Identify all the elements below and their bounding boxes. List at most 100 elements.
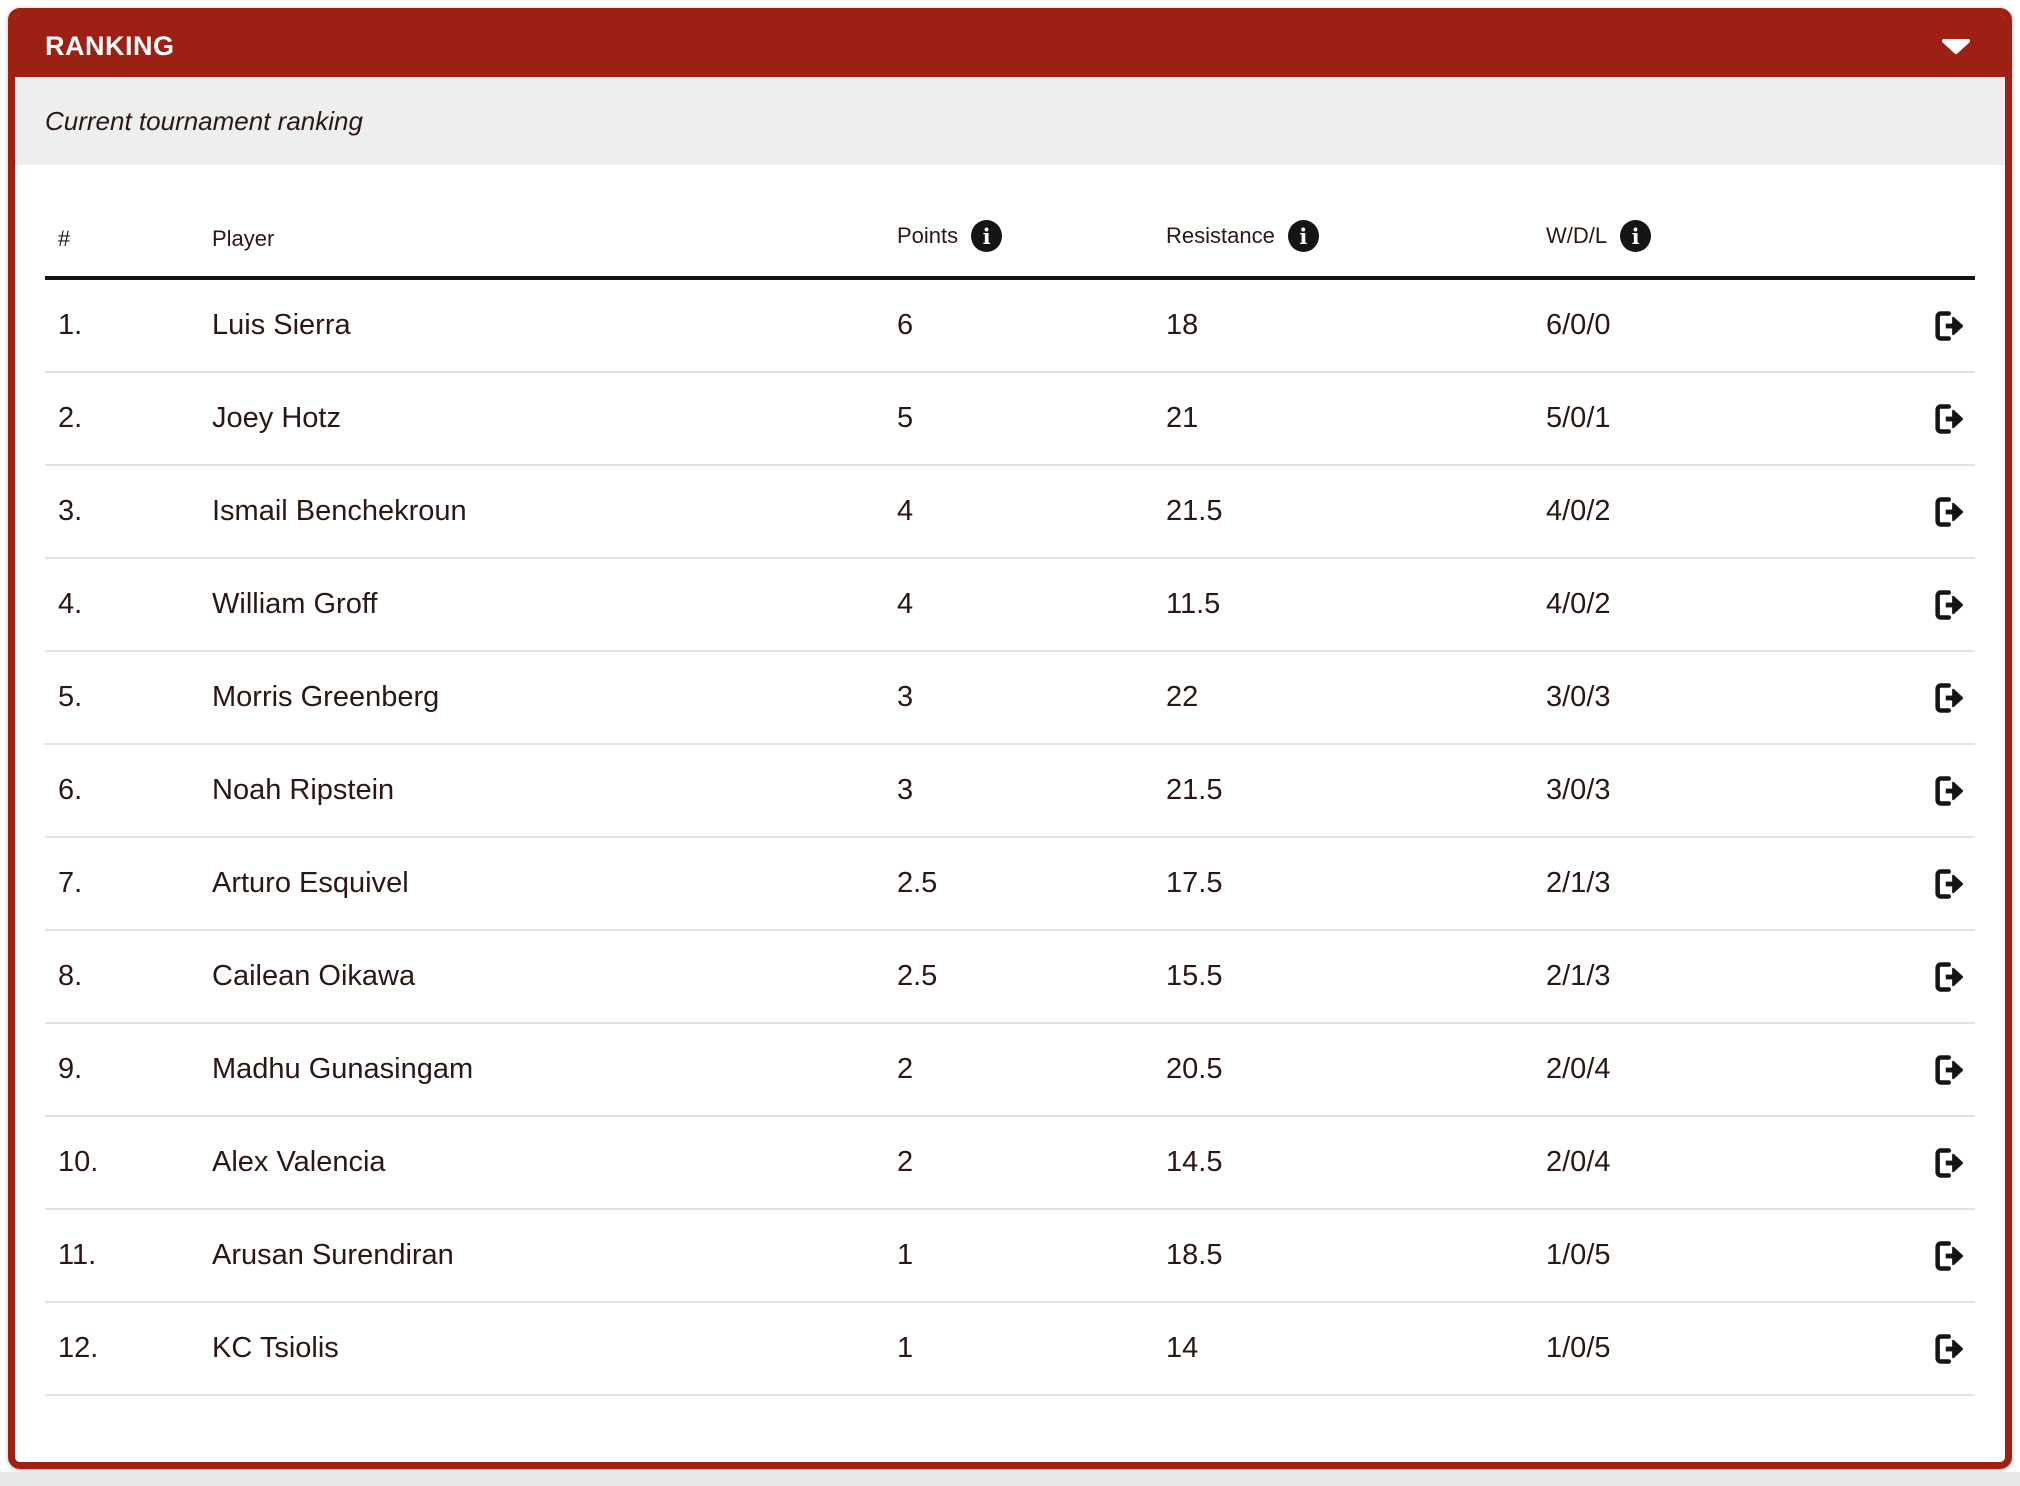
go-to-player-button[interactable] — [1921, 1050, 1975, 1090]
resistance-value: 21.5 — [1166, 495, 1223, 527]
table-row: 12. KC Tsiolis 1 14 1/0/5 — [45, 1303, 1975, 1396]
page-background-strip — [0, 1472, 2020, 1486]
wdl-value: 4/0/2 — [1546, 588, 1611, 620]
table-row: 2. Joey Hotz 5 21 5/0/1 — [45, 373, 1975, 466]
resistance-value: 15.5 — [1166, 960, 1223, 992]
table-row: 4. William Groff 4 11.5 4/0/2 — [45, 559, 1975, 652]
points-info-icon[interactable]: i — [971, 220, 1003, 252]
column-header-player: Player — [212, 226, 275, 251]
resistance-value: 14.5 — [1166, 1146, 1223, 1178]
go-to-player-button[interactable] — [1921, 957, 1975, 997]
panel-subtitle: Current tournament ranking — [15, 77, 2005, 165]
points-value: 4 — [897, 588, 914, 620]
points-value: 5 — [897, 402, 914, 434]
player-name: William Groff — [212, 588, 378, 620]
points-value: 1 — [897, 1332, 914, 1364]
rank-cell: 5. — [58, 681, 83, 713]
table-row: 3. Ismail Benchekroun 4 21.5 4/0/2 — [45, 466, 1975, 559]
column-header-points: Points i — [897, 220, 1166, 252]
wdl-value: 3/0/3 — [1546, 681, 1611, 713]
points-value: 3 — [897, 681, 914, 713]
chevron-down-icon — [1941, 38, 1971, 55]
wdl-value: 5/0/1 — [1546, 402, 1611, 434]
points-value: 3 — [897, 774, 914, 806]
table-row: 9. Madhu Gunasingam 2 20.5 2/0/4 — [45, 1024, 1975, 1117]
table-row: 6. Noah Ripstein 3 21.5 3/0/3 — [45, 745, 1975, 838]
resistance-value: 21.5 — [1166, 774, 1223, 806]
wdl-value: 6/0/0 — [1546, 309, 1611, 341]
wdl-value: 2/0/4 — [1546, 1053, 1611, 1085]
table-row: 7. Arturo Esquivel 2.5 17.5 2/1/3 — [45, 838, 1975, 931]
points-header-label: Points — [897, 223, 959, 248]
rank-cell: 12. — [58, 1332, 99, 1364]
go-to-player-button[interactable] — [1921, 864, 1975, 904]
table-header-row: # Player Points i Resistance i W/D/L i — [45, 165, 1975, 280]
points-value: 6 — [897, 309, 914, 341]
collapse-panel-button[interactable] — [1937, 34, 1975, 59]
resistance-value: 11.5 — [1166, 588, 1221, 620]
rank-cell: 8. — [58, 960, 83, 992]
go-to-player-button[interactable] — [1921, 585, 1975, 625]
go-to-player-button[interactable] — [1921, 306, 1975, 346]
go-to-player-button[interactable] — [1921, 1143, 1975, 1183]
panel-title: RANKING — [45, 30, 175, 61]
go-to-player-button[interactable] — [1921, 399, 1975, 439]
player-name: Morris Greenberg — [212, 681, 440, 713]
rank-cell: 9. — [58, 1053, 83, 1085]
table-body: 1. Luis Sierra 6 18 6/0/0 2. Joey Hotz 5… — [45, 280, 1975, 1396]
player-name: Noah Ripstein — [212, 774, 395, 806]
player-name: Cailean Oikawa — [212, 960, 416, 992]
sign-out-icon — [1927, 401, 1969, 437]
go-to-player-button[interactable] — [1921, 1236, 1975, 1276]
wdl-value: 2/1/3 — [1546, 960, 1611, 992]
go-to-player-button[interactable] — [1921, 1329, 1975, 1369]
wdl-header-label: W/D/L — [1546, 223, 1608, 248]
wdl-value: 3/0/3 — [1546, 774, 1611, 806]
player-name: Luis Sierra — [212, 309, 351, 341]
sign-out-icon — [1927, 959, 1969, 995]
sign-out-icon — [1927, 866, 1969, 902]
resistance-value: 21 — [1166, 402, 1199, 434]
resistance-value: 18.5 — [1166, 1239, 1223, 1271]
player-name: KC Tsiolis — [212, 1332, 339, 1364]
wdl-value: 1/0/5 — [1546, 1332, 1611, 1364]
wdl-value: 2/1/3 — [1546, 867, 1611, 899]
wdl-value: 4/0/2 — [1546, 495, 1611, 527]
column-header-resistance: Resistance i — [1166, 220, 1546, 252]
wdl-value: 1/0/5 — [1546, 1239, 1611, 1271]
resistance-info-icon[interactable]: i — [1287, 220, 1319, 252]
column-header-rank: # — [58, 226, 71, 251]
sign-out-icon — [1927, 1331, 1969, 1367]
sign-out-icon — [1927, 1052, 1969, 1088]
column-header-wdl: W/D/L i — [1546, 220, 1846, 252]
player-name: Alex Valencia — [212, 1146, 386, 1178]
wdl-value: 2/0/4 — [1546, 1146, 1611, 1178]
sign-out-icon — [1927, 1145, 1969, 1181]
points-value: 2.5 — [897, 960, 938, 992]
sign-out-icon — [1927, 587, 1969, 623]
player-name: Joey Hotz — [212, 402, 341, 434]
resistance-value: 14 — [1166, 1332, 1199, 1364]
rank-cell: 1. — [58, 309, 83, 341]
wdl-info-icon[interactable]: i — [1620, 220, 1652, 252]
ranking-panel: RANKING Current tournament ranking # Pla… — [8, 8, 2012, 1469]
resistance-value: 17.5 — [1166, 867, 1223, 899]
points-value: 2 — [897, 1053, 914, 1085]
points-value: 4 — [897, 495, 914, 527]
resistance-header-label: Resistance — [1166, 223, 1275, 248]
rank-cell: 3. — [58, 495, 83, 527]
player-name: Arusan Surendiran — [212, 1239, 454, 1271]
table-row: 8. Cailean Oikawa 2.5 15.5 2/1/3 — [45, 931, 1975, 1024]
sign-out-icon — [1927, 308, 1969, 344]
points-value: 2.5 — [897, 867, 938, 899]
go-to-player-button[interactable] — [1921, 678, 1975, 718]
sign-out-icon — [1927, 773, 1969, 809]
points-value: 1 — [897, 1239, 914, 1271]
go-to-player-button[interactable] — [1921, 492, 1975, 532]
go-to-player-button[interactable] — [1921, 771, 1975, 811]
rank-cell: 7. — [58, 867, 83, 899]
player-name: Ismail Benchekroun — [212, 495, 467, 527]
rank-cell: 2. — [58, 402, 83, 434]
player-name: Madhu Gunasingam — [212, 1053, 474, 1085]
sign-out-icon — [1927, 680, 1969, 716]
